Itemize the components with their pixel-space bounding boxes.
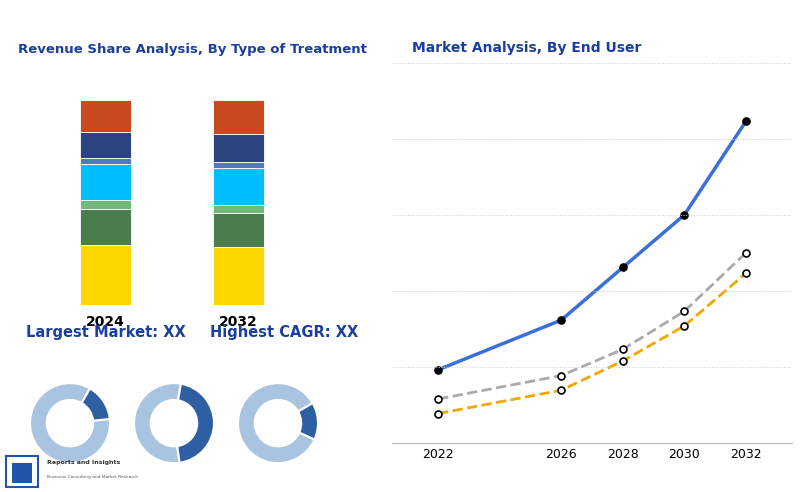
Text: Market Analysis, By End User: Market Analysis, By End User bbox=[412, 41, 642, 55]
Bar bbox=[80, 157, 130, 164]
Bar bbox=[214, 100, 264, 134]
Bar bbox=[214, 134, 264, 162]
Bar bbox=[80, 132, 130, 157]
Text: Reports and Insights: Reports and Insights bbox=[46, 461, 120, 465]
Wedge shape bbox=[238, 383, 314, 463]
Bar bbox=[80, 200, 130, 209]
Text: Highest CAGR: XX: Highest CAGR: XX bbox=[210, 325, 358, 339]
Bar bbox=[214, 168, 264, 205]
Bar bbox=[80, 209, 130, 245]
Wedge shape bbox=[82, 389, 110, 421]
Wedge shape bbox=[134, 383, 181, 463]
Bar bbox=[214, 213, 264, 247]
FancyBboxPatch shape bbox=[12, 462, 32, 483]
Bar bbox=[80, 164, 130, 200]
Wedge shape bbox=[30, 383, 110, 463]
Text: GLOBAL CRITICAL LIMB ISCHEMIA (CLI) TREATMENT MARKET SEGMENT ANALYSIS: GLOBAL CRITICAL LIMB ISCHEMIA (CLI) TREA… bbox=[12, 14, 680, 29]
Bar bbox=[80, 245, 130, 305]
Bar bbox=[214, 247, 264, 305]
Bar bbox=[80, 100, 130, 132]
Bar bbox=[214, 205, 264, 213]
FancyBboxPatch shape bbox=[6, 456, 38, 487]
Bar bbox=[214, 162, 264, 168]
Text: Business Consulting and Market Research: Business Consulting and Market Research bbox=[46, 475, 138, 479]
Wedge shape bbox=[178, 384, 214, 463]
Wedge shape bbox=[298, 403, 318, 439]
Text: Largest Market: XX: Largest Market: XX bbox=[26, 325, 186, 339]
Title: Revenue Share Analysis, By Type of Treatment: Revenue Share Analysis, By Type of Treat… bbox=[18, 43, 366, 56]
